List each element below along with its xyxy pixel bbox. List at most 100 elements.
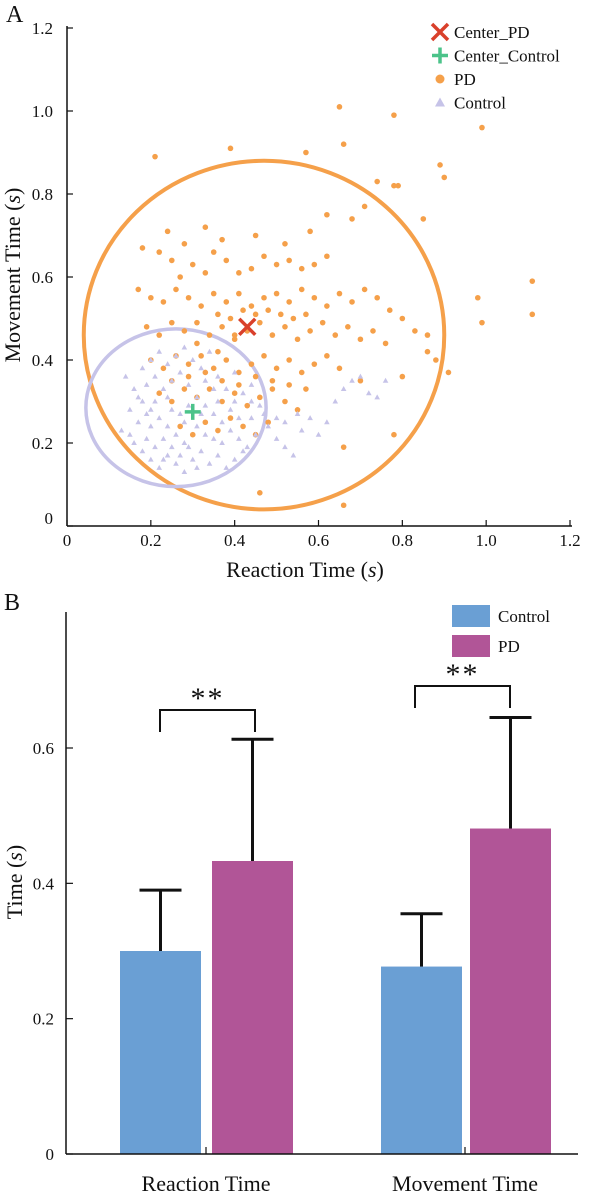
control-point [168,406,175,412]
control-point [215,373,221,379]
control-point [127,406,133,412]
pd-point [311,261,318,268]
control-point [340,386,347,392]
control-point [139,448,146,454]
control-point [231,398,238,404]
control-point [194,394,200,400]
pd-point [269,386,276,392]
pd-point [303,311,309,318]
y-tick-label-a: 0.4 [32,351,54,370]
control-point [324,419,330,425]
legend-a: Center_PD Center_Control PD Control [430,22,560,113]
control-point [164,394,171,400]
legend-marker-center-pd [430,22,450,42]
control-point [282,419,288,425]
control-point [156,464,163,470]
pd-point [395,182,401,189]
pd-point [194,340,200,347]
pd-point [219,377,225,384]
control-point [240,448,246,454]
bar-pd-movement [470,828,551,1154]
pd-point [324,211,330,218]
pd-point [391,182,397,189]
control-point [198,410,204,416]
control-point [156,348,163,354]
pd-point [307,328,313,334]
pd-point [168,398,175,405]
control-point [236,415,242,421]
pd-point [277,311,284,318]
pd-point [424,348,431,355]
pd-point [273,290,280,297]
control-point [143,381,150,387]
control-point [131,386,137,392]
control-point [135,419,142,425]
pd-point [185,361,192,367]
pd-point [340,141,347,147]
pd-point [261,294,267,301]
pd-point [382,340,389,347]
cluster-centers [184,317,257,420]
pd-point [202,224,209,230]
pd-point [290,315,297,322]
pd-point [479,124,485,131]
pd-point [240,423,246,430]
control-point [139,398,146,404]
y-tick-label-b: 0.4 [33,874,55,893]
ellipse-pd [81,158,447,512]
pd-point [227,145,234,152]
pd-point [236,270,242,276]
significance-stars: ** [191,682,225,715]
pd-point [324,353,330,359]
control-point [282,444,288,450]
control-point [366,390,372,396]
pd-point [231,390,238,397]
control-point [198,448,204,454]
control-point [181,344,188,350]
pd-point [374,178,380,185]
pd-point [181,386,188,392]
axes-a: 0 0.2 0.4 0.6 0.8 1.0 1.2 0 0.2 0.4 0.6 0.8 1.0 1.2 [32,19,581,550]
control-point [261,410,267,416]
pd-point [424,332,431,338]
axes-b: 0 0.2 0.4 0.6 Reaction Time Movement Time [33,612,578,1193]
pd-point [177,423,183,430]
control-point [152,444,158,450]
legend-swatch-control [452,605,490,627]
pd-point [349,216,355,222]
control-point [164,452,171,458]
pd-point [202,419,209,426]
control-point [177,452,183,458]
control-point [185,381,192,387]
control-point [202,431,209,437]
pd-point [189,431,196,438]
control-point [202,377,209,383]
control-point [332,398,339,404]
pd-point [319,319,326,326]
control-point [257,402,263,408]
y-tick-label-a: 0.2 [32,434,53,453]
control-point [206,348,213,354]
pd-point [374,294,380,301]
pd-point [139,245,146,251]
y-tick-label-b: 0 [46,1145,55,1164]
pd-point [194,319,200,326]
pd-point [294,407,301,413]
pd-point [257,394,263,401]
pd-point [273,261,280,268]
control-point [240,390,246,396]
pd-point [294,336,301,343]
control-point [231,369,238,375]
control-point [244,444,251,450]
pd-point [252,311,259,318]
pd-point [244,402,251,409]
pd-point [529,278,536,284]
control-point [198,365,204,371]
control-point [127,431,133,437]
control-point [160,386,167,392]
pd-point [215,427,221,434]
control-point [248,415,255,421]
pd-point [441,174,448,181]
pd-point [349,299,355,305]
control-point [265,423,271,429]
